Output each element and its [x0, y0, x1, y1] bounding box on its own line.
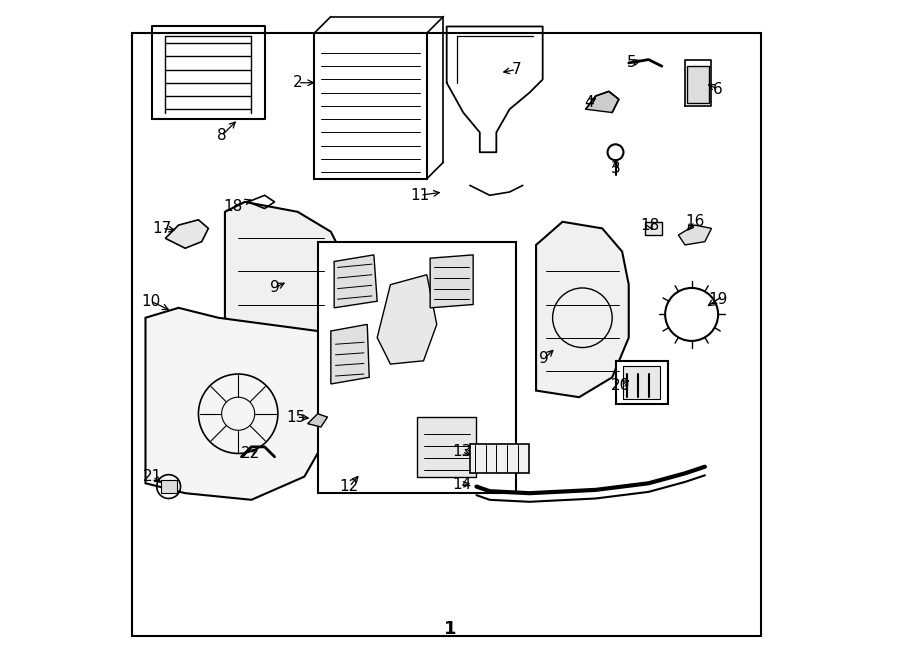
Polygon shape	[308, 414, 328, 427]
Text: 9: 9	[539, 352, 549, 366]
Polygon shape	[377, 275, 436, 364]
Bar	[687, 66, 709, 103]
Text: 21: 21	[143, 469, 162, 484]
Text: 4: 4	[584, 95, 594, 110]
Polygon shape	[679, 225, 712, 245]
Bar	[645, 222, 662, 235]
Text: 19: 19	[708, 292, 728, 307]
Text: 18: 18	[640, 218, 660, 232]
Text: 10: 10	[141, 294, 160, 308]
Text: 2: 2	[292, 75, 302, 90]
Text: 3: 3	[610, 162, 620, 176]
Text: 5: 5	[627, 56, 637, 70]
Text: 11: 11	[410, 188, 430, 203]
Polygon shape	[586, 91, 619, 113]
Bar	[314, 33, 427, 179]
Text: 8: 8	[217, 128, 227, 143]
Bar	[470, 444, 529, 473]
Text: 9: 9	[270, 281, 279, 295]
Text: 13: 13	[452, 444, 472, 459]
Text: 20: 20	[611, 378, 630, 393]
Polygon shape	[430, 255, 473, 308]
Text: 16: 16	[685, 214, 705, 229]
Bar	[624, 366, 660, 399]
Text: 22: 22	[240, 446, 260, 461]
Bar	[318, 242, 517, 493]
Text: 14: 14	[453, 477, 472, 492]
Bar	[161, 480, 176, 493]
Bar	[417, 417, 476, 477]
Text: 18: 18	[223, 199, 242, 214]
Text: 7: 7	[511, 62, 521, 77]
Text: 1: 1	[444, 620, 456, 638]
Text: 12: 12	[340, 479, 359, 494]
Polygon shape	[225, 202, 344, 351]
Polygon shape	[536, 222, 629, 397]
Text: 6: 6	[713, 82, 723, 97]
Text: 17: 17	[152, 221, 172, 236]
Polygon shape	[166, 220, 209, 248]
Polygon shape	[146, 308, 331, 500]
Bar	[616, 361, 669, 404]
Text: 15: 15	[287, 410, 306, 424]
Polygon shape	[334, 255, 377, 308]
Polygon shape	[331, 324, 369, 384]
